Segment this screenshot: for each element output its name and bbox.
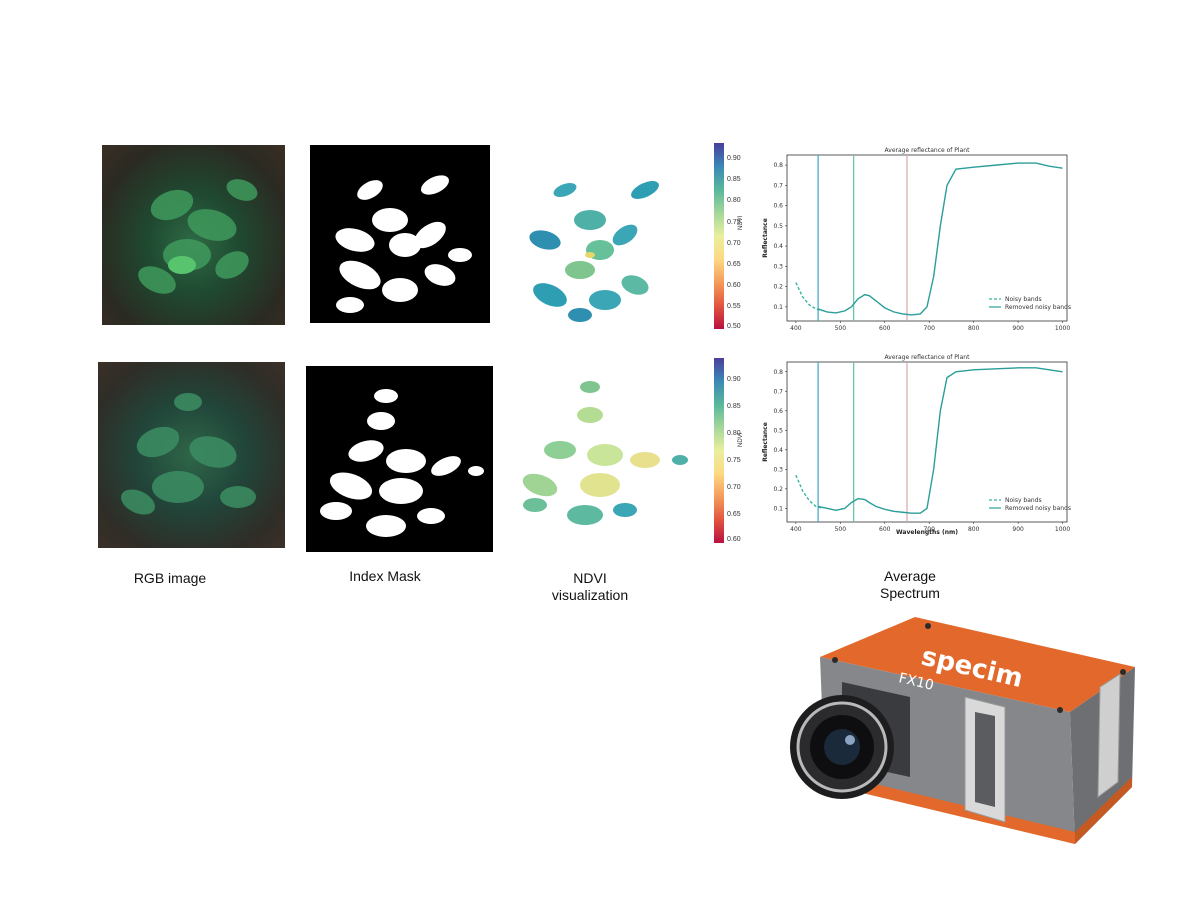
y-tick-label: 0.1 — [773, 304, 783, 311]
y-tick-label: 0.7 — [773, 388, 783, 395]
y-tick-label: 0.6 — [773, 203, 783, 210]
colorbar-2-tick: 0.85 — [727, 403, 741, 410]
series-line — [817, 162, 1063, 316]
caption-ndvi: NDVI visualization — [535, 570, 645, 604]
caption-ndvi-line2: visualization — [551, 587, 629, 603]
rgb-image-1 — [102, 145, 285, 325]
colorbar-1-tick: 0.50 — [727, 323, 741, 330]
x-tick-label: 600 — [879, 325, 891, 332]
index-mask-1 — [310, 145, 490, 323]
caption-rgb-image: RGB image — [133, 570, 207, 586]
colorbar-1-tick: 0.60 — [727, 282, 741, 289]
y-tick-label: 0.1 — [773, 505, 783, 512]
ndvi-image-1 — [520, 175, 670, 335]
ndvi-colorbar-1 — [714, 143, 724, 329]
rgb-image-2 — [98, 362, 285, 548]
x-tick-label: 900 — [1012, 325, 1024, 332]
colorbar-2-tick: 0.90 — [727, 376, 741, 383]
ndvi-leaves-2 — [522, 381, 688, 525]
colorbar-2-tick: 0.70 — [727, 484, 741, 491]
y-tick-label: 0.8 — [773, 162, 783, 169]
y-tick-label: 0.2 — [773, 284, 783, 291]
rgb-leaves-2 — [121, 393, 256, 515]
spectrum-chart-2: Average reflectance of Plant 400 500 600 700… — [762, 354, 1071, 536]
y-tick-label: 0.4 — [773, 447, 783, 454]
x-tick-label: 1000 — [1055, 526, 1070, 533]
y-tick-label: 0.6 — [773, 408, 783, 415]
x-tick-label: 700 — [923, 325, 935, 332]
x-tick-label: 500 — [835, 526, 847, 533]
x-tick-label: 800 — [968, 526, 980, 533]
legend-label: Removed noisy bands — [1005, 505, 1071, 512]
colorbar-2-tick: 0.65 — [727, 511, 741, 518]
x-tick-label: 400 — [790, 526, 802, 533]
series-line — [795, 474, 823, 510]
chart-title: Average reflectance of Plant — [885, 354, 971, 361]
legend-label: Removed noisy bands — [1005, 304, 1071, 311]
colorbar-1-tick: 0.80 — [727, 197, 741, 204]
mask-leaves-2 — [320, 389, 484, 537]
x-tick-label: 1000 — [1055, 325, 1070, 332]
y-axis-label: Reflectance — [762, 218, 769, 258]
specim-fx10-camera: specim FX10 — [790, 617, 1135, 844]
y-tick-label: 0.5 — [773, 427, 783, 434]
y-axis-label: Reflectance — [762, 422, 769, 462]
camera-top-face — [820, 617, 1135, 712]
caption-index-mask: Index Mask — [349, 568, 421, 584]
ndvi-image-2 — [515, 375, 690, 545]
x-tick-label: 800 — [968, 325, 980, 332]
y-tick-label: 0.8 — [773, 369, 783, 376]
y-tick-label: 0.2 — [773, 486, 783, 493]
colorbar-2-ticks: 0.90 0.85 0.80 0.75 0.70 0.65 0.60 — [727, 358, 749, 543]
camera-rail — [1097, 673, 1121, 799]
colorbar-1-tick: 0.55 — [727, 303, 741, 310]
colorbar-2-label: NDVI — [738, 432, 744, 447]
y-tick-label: 0.3 — [773, 466, 783, 473]
y-tick-label: 0.3 — [773, 263, 783, 270]
colorbar-1-tick: 0.65 — [727, 261, 741, 268]
colorbar-1-tick: 0.90 — [727, 155, 741, 162]
x-tick-label: 700 — [923, 526, 935, 533]
ndvi-leaves-1 — [529, 181, 659, 322]
colorbar-1-tick: 0.85 — [727, 176, 741, 183]
chart-frame — [786, 361, 1068, 523]
colorbar-2-tick: 0.80 — [727, 430, 741, 437]
index-mask-2 — [306, 366, 493, 552]
x-tick-label: 900 — [1012, 526, 1024, 533]
caption-spectrum-line1: Average — [884, 568, 936, 584]
y-tick-label: 0.5 — [773, 223, 783, 230]
y-tick-label: 0.7 — [773, 182, 783, 189]
ndvi-colorbar-2 — [714, 358, 724, 543]
colorbar-2-tick: 0.75 — [727, 457, 741, 464]
caption-spectrum-line2: Spectrum — [880, 585, 940, 601]
x-tick-label: 500 — [835, 325, 847, 332]
mask-leaves-1 — [335, 175, 472, 313]
colorbar-2-tick: 0.60 — [727, 536, 741, 543]
colorbar-1-ticks: 0.90 0.85 0.80 0.75 0.70 0.65 0.60 0.55 … — [727, 143, 749, 330]
spectrum-chart-1: Average reflectance of Plant 400 500 600 700… — [762, 147, 1071, 332]
caption-ndvi-line1: NDVI — [573, 570, 607, 586]
colorbar-1-label: NDVI — [738, 215, 744, 230]
y-tick-label: 0.4 — [773, 243, 783, 250]
x-tick-label: 400 — [790, 325, 802, 332]
series-line — [817, 367, 1063, 514]
chart-title: Average reflectance of Plant — [885, 147, 971, 154]
colorbar-1-tick: 0.75 — [727, 219, 741, 226]
rgb-leaves-1 — [138, 179, 258, 294]
x-tick-label: 600 — [879, 526, 891, 533]
legend-label: Noisy bands — [1005, 497, 1042, 504]
camera-model: FX10 — [897, 670, 935, 694]
x-axis-label: Wavelengths (nm) — [896, 529, 958, 536]
chart-frame — [786, 154, 1068, 322]
caption-average-spectrum: Average Spectrum — [855, 568, 965, 602]
legend-label: Noisy bands — [1005, 296, 1042, 303]
colorbar-1-tick: 0.70 — [727, 240, 741, 247]
